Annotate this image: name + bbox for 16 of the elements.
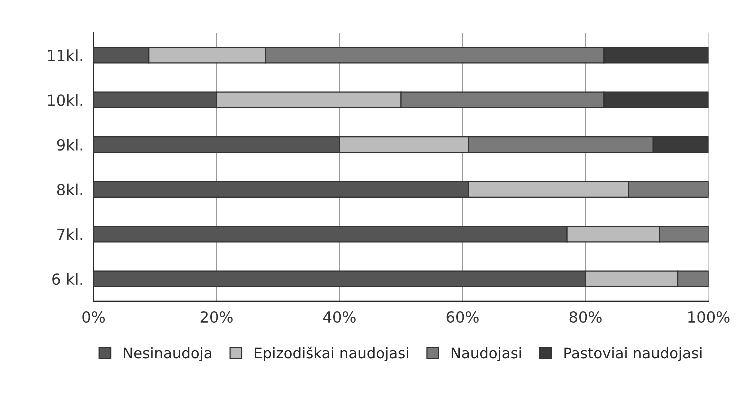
y-tick-label: 7kl. [58, 228, 82, 240]
y-tick-label: 8kl. [57, 184, 82, 196]
x-tick-label: 40% [324, 311, 356, 324]
y-tick-label: 9kl. [57, 139, 82, 151]
y-tick-label: 6 kl. [52, 273, 82, 286]
legend-label: Epizodiškai naudojasi [255, 346, 408, 362]
legend-label: Naudojasi [452, 347, 522, 362]
x-tick-label: 80% [570, 311, 602, 324]
y-tick-label: 10kl. [48, 94, 82, 106]
legend-label: Pastoviai naudojasi [564, 347, 702, 362]
legend-label: Nesinaudoja [124, 347, 212, 362]
x-tick-label: 0% [82, 311, 106, 324]
y-tick-label: 11kl. [48, 50, 82, 62]
x-tick-label: 20% [200, 311, 233, 324]
x-tick-label: 100% [688, 311, 730, 324]
x-tick-label: 60% [446, 311, 479, 324]
